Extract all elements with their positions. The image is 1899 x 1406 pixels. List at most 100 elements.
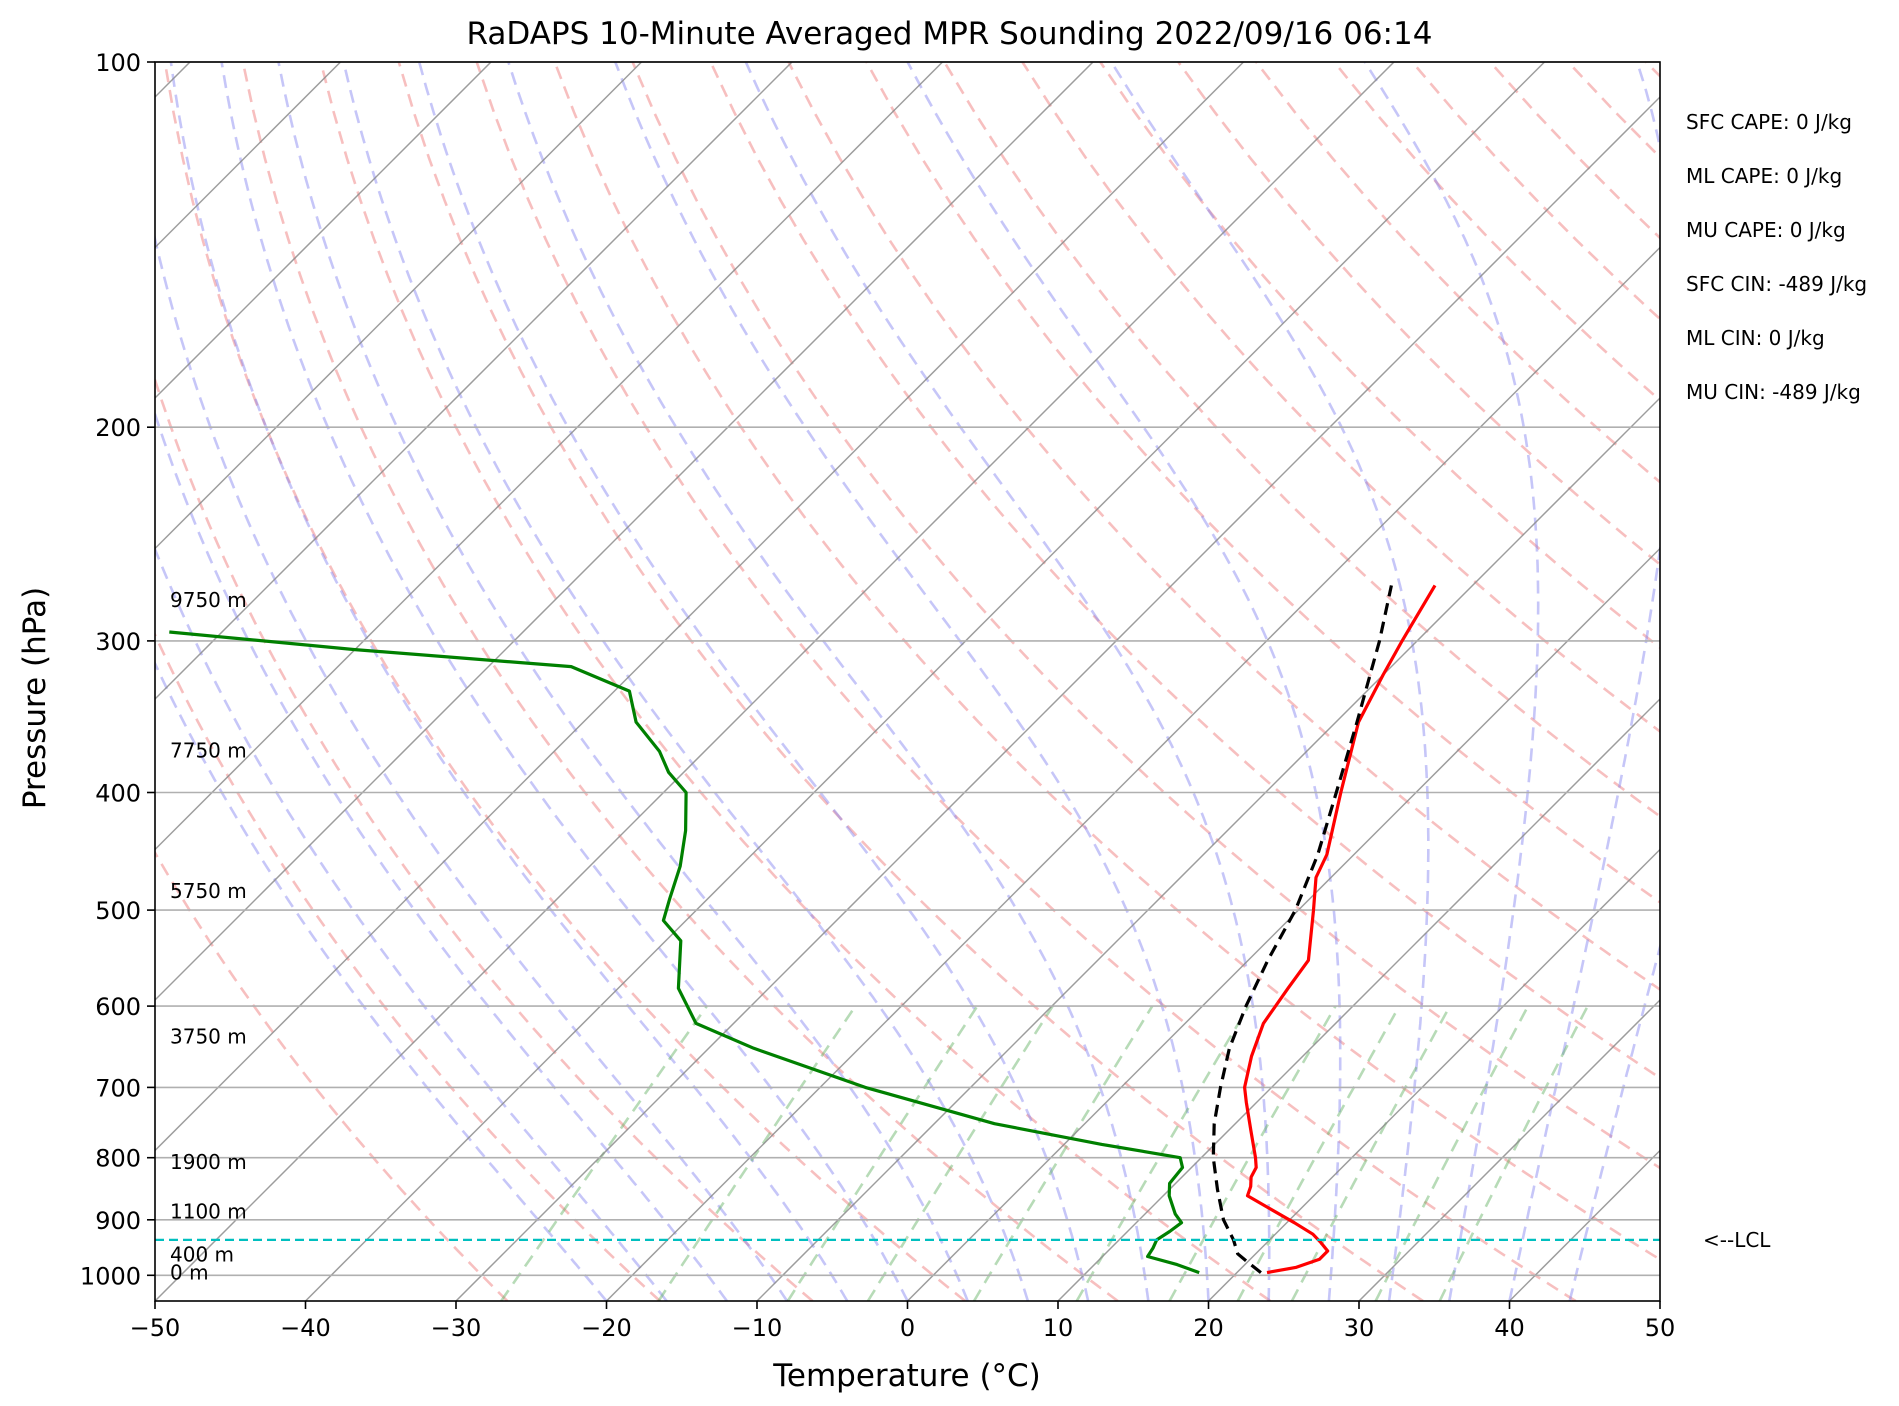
y-tick-label: 700 [95, 1074, 141, 1102]
isotherm [1508, 1149, 1660, 1301]
moist-adiabat [1508, 62, 1660, 1301]
y-tick-label: 400 [95, 780, 141, 808]
dewpoint-trace [169, 630, 1200, 1275]
dry-adiabat [1567, 62, 1660, 160]
isotherm [155, 62, 1245, 1152]
background-lines [155, 62, 1899, 1301]
stability-index: MU CIN: -489 J/kg [1686, 380, 1861, 404]
isotherm [1358, 998, 1660, 1301]
isotherm [605, 246, 1660, 1301]
stability-index: ML CAPE: 0 J/kg [1686, 164, 1842, 188]
height-label: 400 m [170, 1242, 234, 1266]
pressure-gridlines [155, 61, 1660, 1277]
isotherm [756, 396, 1660, 1301]
y-tick-label: 100 [95, 49, 141, 77]
moist-adiabat [155, 409, 728, 1301]
moist-adiabat [906, 62, 1342, 1301]
mixing-ratio-line [1438, 1005, 1589, 1301]
isotherm [1057, 697, 1660, 1301]
mixing-ratio-line [1290, 1005, 1452, 1301]
y-tick-label: 500 [95, 897, 141, 925]
dry-adiabat [1099, 62, 1660, 650]
stability-indices: SFC CAPE: 0 J/kg ML CAPE: 0 J/kg MU CAPE: … [1686, 110, 1867, 404]
x-tick-label: 20 [1193, 1314, 1224, 1342]
x-tick-label: −50 [130, 1314, 181, 1342]
dry-adiabat [787, 62, 1660, 992]
dry-adiabat [1177, 62, 1660, 567]
stability-index: MU CAPE: 0 J/kg [1686, 218, 1846, 242]
dry-adiabat [865, 62, 1660, 904]
moist-adiabat [342, 62, 1030, 1301]
isotherm [304, 62, 1546, 1301]
isotherm [1659, 1299, 1660, 1301]
lcl-marker: <--LCL [155, 1228, 1771, 1252]
dry-adiabat [943, 62, 1660, 818]
mixing-ratio-line [786, 1005, 979, 1301]
y-tick-label: 1000 [80, 1262, 141, 1290]
parcel-trace [1211, 585, 1393, 1274]
height-label: 9750 m [170, 588, 247, 612]
mixing-ratio-line [500, 1005, 708, 1301]
y-tick-label: 200 [95, 414, 141, 442]
dry-adiabat [1021, 62, 1660, 734]
dry-adiabat [155, 850, 509, 1301]
dry-adiabat [1724, 62, 1899, 1301]
isotherm [155, 62, 793, 701]
height-label: 3750 m [170, 1025, 247, 1049]
x-tick-label: 0 [900, 1314, 915, 1342]
dry-adiabat [1255, 62, 1660, 484]
moist-adiabat [1110, 62, 1430, 1301]
moist-adiabat [1568, 942, 1660, 1301]
mixing-ratio-line [1168, 1005, 1337, 1301]
dry-adiabat [631, 62, 1660, 1170]
isotherm [155, 62, 643, 550]
moist-adiabat [614, 62, 1210, 1301]
moist-adiabat [220, 62, 909, 1301]
isotherm [155, 62, 492, 400]
x-tick-label: 30 [1344, 1314, 1375, 1342]
x-tick-label: −20 [581, 1314, 632, 1342]
dry-adiabat [241, 62, 1119, 1301]
height-label: 5750 m [170, 879, 247, 903]
isotherm [455, 95, 1660, 1301]
isotherm [1811, 62, 1899, 1301]
y-tick-label: 300 [95, 628, 141, 656]
moist-adiabat [277, 62, 969, 1301]
dry-adiabat [397, 62, 1424, 1301]
height-label: 1900 m [170, 1150, 247, 1174]
isotherm [155, 62, 1395, 1301]
stability-index: SFC CIN: -489 J/kg [1686, 272, 1867, 296]
x-tick-label: −40 [280, 1314, 331, 1342]
dry-adiabat [319, 62, 1272, 1301]
moist-adiabat [507, 62, 1150, 1301]
dry-adiabat [1645, 62, 1660, 79]
height-label: 0 m [170, 1261, 209, 1285]
mixing-ratio-line [866, 1005, 1054, 1301]
x-tick-label: 50 [1645, 1314, 1676, 1342]
dry-adiabat [163, 62, 967, 1301]
dry-adiabat [475, 62, 1577, 1301]
height-label: 1100 m [170, 1200, 247, 1224]
temperature-trace [1243, 584, 1437, 1275]
moist-adiabat [155, 660, 608, 1301]
y-tick-label: 900 [95, 1207, 141, 1235]
mixing-ratio-line [1374, 1005, 1530, 1301]
x-tick-label: −10 [732, 1314, 783, 1342]
moist-adiabat [1363, 62, 1540, 1301]
y-tick-label: 800 [95, 1145, 141, 1173]
isotherm [906, 547, 1660, 1301]
isotherm [155, 62, 1094, 1002]
moist-adiabat [417, 62, 1090, 1301]
dry-adiabat [155, 631, 661, 1301]
moist-adiabat [155, 545, 668, 1301]
dry-adiabat [553, 62, 1660, 1261]
x-axis-label: Temperature (°C) [772, 1358, 1041, 1394]
isotherm [155, 62, 944, 851]
lcl-label: <--LCL [1703, 1228, 1771, 1252]
stability-index: ML CIN: 0 J/kg [1686, 326, 1825, 350]
mixing-ratio-line [972, 1005, 1154, 1301]
sounding-traces [169, 584, 1437, 1275]
